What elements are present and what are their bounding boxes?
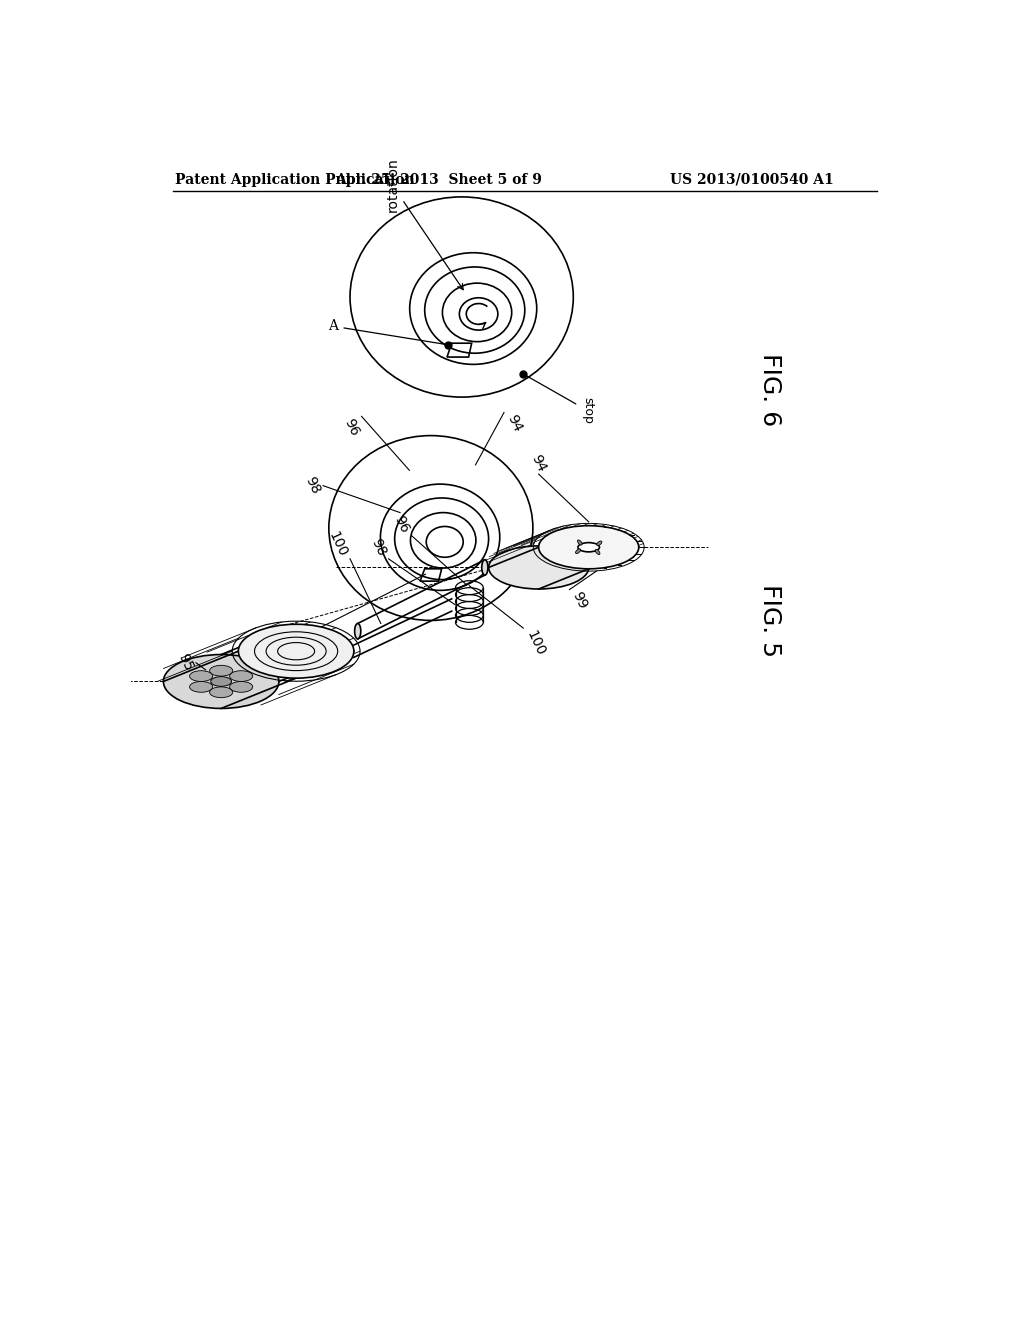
Text: 95: 95 <box>176 652 196 673</box>
Ellipse shape <box>354 623 360 639</box>
Ellipse shape <box>578 540 582 545</box>
Ellipse shape <box>426 527 463 557</box>
Ellipse shape <box>460 298 498 330</box>
Text: Apr. 25, 2013  Sheet 5 of 9: Apr. 25, 2013 Sheet 5 of 9 <box>335 173 542 187</box>
Text: 99: 99 <box>299 628 319 651</box>
Text: 99: 99 <box>569 590 590 611</box>
Ellipse shape <box>578 543 599 552</box>
Text: 96: 96 <box>391 513 412 536</box>
Text: stop: stop <box>525 375 594 424</box>
Text: 98: 98 <box>303 475 323 496</box>
Text: A: A <box>329 319 445 345</box>
Ellipse shape <box>488 546 589 589</box>
Ellipse shape <box>575 549 581 553</box>
Text: US 2013/0100540 A1: US 2013/0100540 A1 <box>670 173 834 187</box>
Ellipse shape <box>189 671 213 681</box>
Text: 94: 94 <box>504 412 524 434</box>
Ellipse shape <box>481 560 487 576</box>
Ellipse shape <box>164 655 279 709</box>
Ellipse shape <box>210 686 232 698</box>
Text: Patent Application Publication: Patent Application Publication <box>175 173 415 187</box>
Text: FIG. 6: FIG. 6 <box>758 352 781 426</box>
Ellipse shape <box>189 681 213 692</box>
Text: 94: 94 <box>528 453 549 474</box>
Ellipse shape <box>229 681 253 692</box>
Text: rotation: rotation <box>385 157 463 289</box>
Text: FIG. 5: FIG. 5 <box>758 583 781 657</box>
Text: 98: 98 <box>369 537 388 558</box>
Ellipse shape <box>539 525 639 569</box>
Ellipse shape <box>595 549 600 554</box>
Ellipse shape <box>229 671 253 681</box>
Text: 96: 96 <box>341 416 361 438</box>
Ellipse shape <box>211 677 231 686</box>
Ellipse shape <box>597 541 602 545</box>
Ellipse shape <box>210 665 232 676</box>
Text: 100: 100 <box>327 529 350 558</box>
Ellipse shape <box>239 624 354 678</box>
Text: 100: 100 <box>523 628 547 657</box>
